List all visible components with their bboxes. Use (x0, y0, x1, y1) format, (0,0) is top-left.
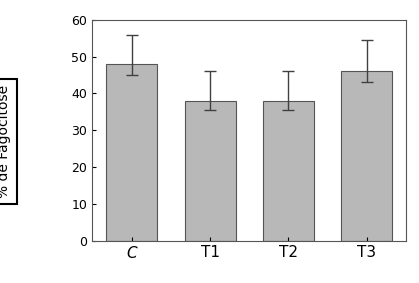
Bar (185, 101, 235, 241)
Text: % de Fagocitose: % de Fagocitose (0, 85, 11, 198)
Bar (106, 64, 158, 241)
Bar (341, 71, 392, 241)
Bar (263, 101, 314, 241)
